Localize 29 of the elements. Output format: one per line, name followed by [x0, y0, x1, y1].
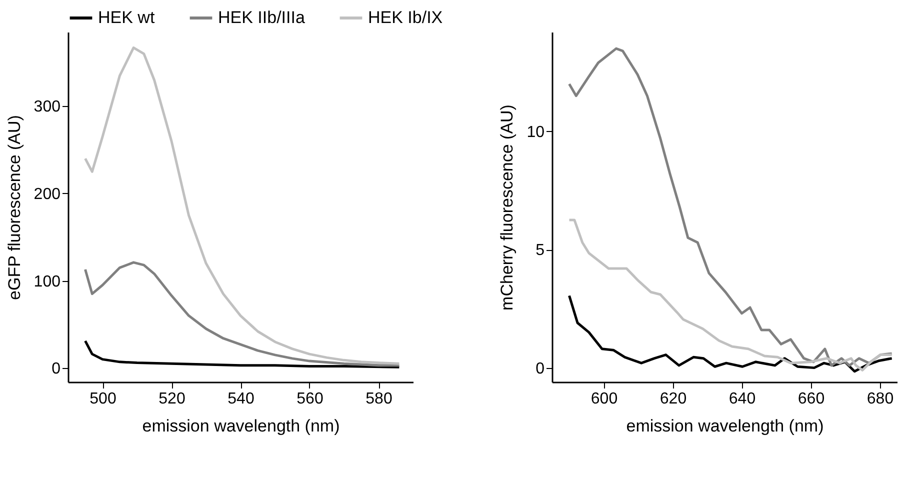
line-series — [568, 218, 894, 372]
legend-label: HEK IIb/IIIa — [218, 8, 306, 27]
legend-label: HEK wt — [98, 8, 155, 27]
x-tick-label: 640 — [728, 390, 756, 408]
x-tick-label: 620 — [660, 390, 687, 408]
y-tick-label: 300 — [34, 98, 61, 116]
x-tick-label: 500 — [90, 390, 116, 408]
y-axis-title: eGFP fluorescence (AU) — [4, 115, 24, 300]
y-axis-title: mCherry fluorescence (AU) — [498, 104, 517, 310]
x-tick-label: 660 — [798, 390, 825, 408]
x-tick-label: 580 — [366, 390, 392, 408]
x-tick-label: 540 — [228, 390, 254, 408]
line-series — [84, 261, 400, 367]
y-tick-label: 10 — [526, 124, 545, 141]
y-tick-label: 200 — [34, 186, 61, 203]
y-tick-label: 0 — [52, 360, 61, 378]
x-tick-label: 520 — [158, 390, 186, 408]
x-tick-label: 680 — [866, 390, 894, 408]
line-series — [568, 47, 894, 367]
y-tick-label: 0 — [536, 360, 545, 378]
line-series — [84, 340, 400, 368]
x-tick-label: 560 — [296, 390, 324, 408]
x-tick-label: 600 — [590, 390, 618, 408]
line-series — [84, 46, 400, 365]
y-tick-label: 100 — [34, 273, 61, 290]
x-axis-title: emission wavelength (nm) — [142, 416, 340, 436]
legend-label: HEK Ib/IX — [368, 8, 443, 27]
y-tick-label: 5 — [536, 242, 545, 260]
x-axis-title: emission wavelength (nm) — [626, 416, 824, 436]
